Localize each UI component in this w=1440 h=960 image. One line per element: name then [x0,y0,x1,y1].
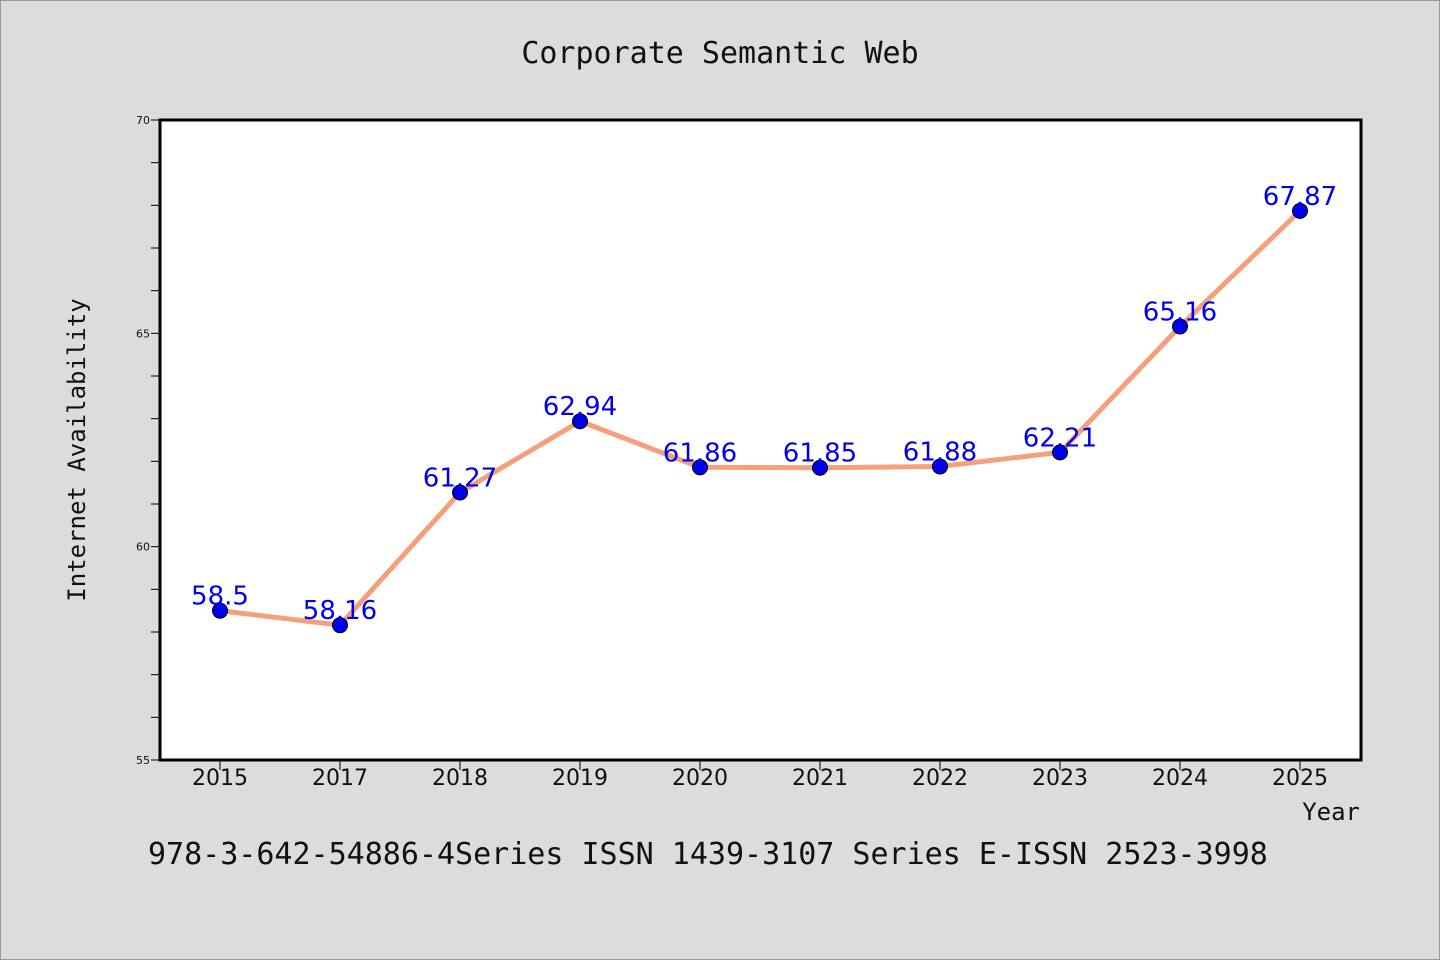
series-line [217,208,1303,628]
x-tick-label: 2025 [1272,766,1328,791]
chart-title: Corporate Semantic Web [521,36,918,71]
data-labels: 58.5 58.16 61.27 62.94 61.86 61.85 61.88 62.21 6… [191,182,1337,626]
plot-area [158,118,1363,762]
x-tick-label: 2020 [672,766,728,791]
y-tick-label: 65 [136,327,150,340]
data-point [1292,202,1308,219]
footer-text: 978-3-642-54886-4Series ISSN 1439-3107 S… [148,837,1268,872]
x-tick-label: 2021 [792,766,848,791]
data-point [332,617,348,634]
data-label: 61.27 [423,463,497,493]
x-axis: 2015 2017 2018 2019 2020 2021 2022 2023 2024 2025 [192,760,1328,791]
y-axis-label: Internet Availability [63,298,91,601]
y-tick-label: 55 [136,754,150,767]
data-label: 62.21 [1023,423,1097,453]
x-tick-label: 2017 [312,766,368,791]
data-label: 58.16 [303,596,377,626]
data-point [452,484,468,501]
series-group [212,202,1308,634]
data-point [212,602,228,619]
data-point [692,459,708,476]
x-tick-label: 2018 [432,766,488,791]
data-point [812,459,828,476]
x-tick-label: 2023 [1032,766,1088,791]
data-point [1172,318,1188,335]
data-label: 67.87 [1263,182,1337,212]
data-point [932,458,948,475]
data-label: 61.85 [783,439,857,469]
data-label: 61.86 [663,438,737,468]
data-label: 61.88 [903,437,977,467]
y-tick-label: 60 [136,541,150,554]
x-tick-label: 2019 [552,766,608,791]
data-label: 65.16 [1143,298,1217,328]
x-tick-label: 2024 [1152,766,1208,791]
data-point [572,413,588,430]
x-tick-label: 2015 [192,766,248,791]
data-label: 62.94 [543,392,617,422]
x-tick-label: 2022 [912,766,968,791]
y-axis: 55 60 65 70 [136,114,160,767]
data-point [1052,444,1068,461]
y-tick-label: 70 [136,114,150,127]
x-axis-label: Year [1302,798,1360,826]
data-label: 58.5 [191,582,249,612]
